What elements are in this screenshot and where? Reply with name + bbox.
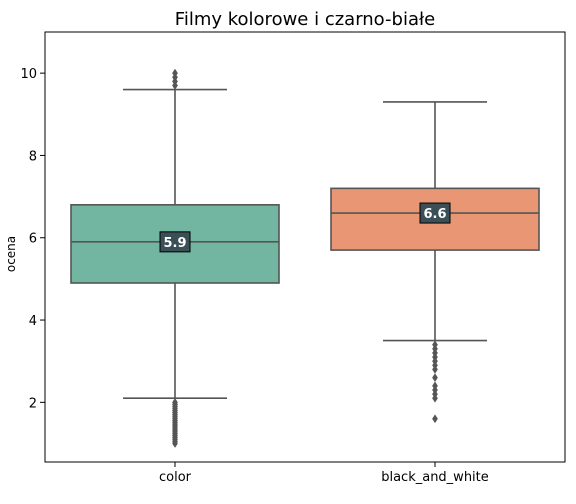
x-tick-label: color [159, 470, 192, 485]
outlier-point [432, 414, 438, 424]
y-tick-label: 6 [29, 232, 37, 247]
median-label: 5.9 [163, 236, 186, 251]
outlier-point [432, 381, 438, 391]
y-tick-label: 2 [29, 396, 37, 411]
y-tick-label: 10 [20, 67, 37, 82]
y-tick-label: 8 [29, 149, 37, 164]
plot-frame [44, 31, 566, 463]
median-label: 6.6 [423, 207, 446, 222]
median-label-box [419, 202, 451, 224]
median-label-box [159, 231, 191, 253]
outlier-point [172, 397, 178, 407]
chart-title: Filmy kolorowe i czarno-białe [175, 9, 435, 30]
outlier-point [172, 68, 178, 78]
y-tick-label: 4 [29, 314, 37, 329]
x-tick-label: black_and_white [381, 470, 489, 485]
plot-area: 2 4 6 8 10 color black_and_white 5.9 6.6 [20, 67, 540, 485]
outlier-point [432, 373, 438, 383]
outlier-point [432, 340, 438, 350]
y-axis-label: ocena [4, 236, 18, 272]
